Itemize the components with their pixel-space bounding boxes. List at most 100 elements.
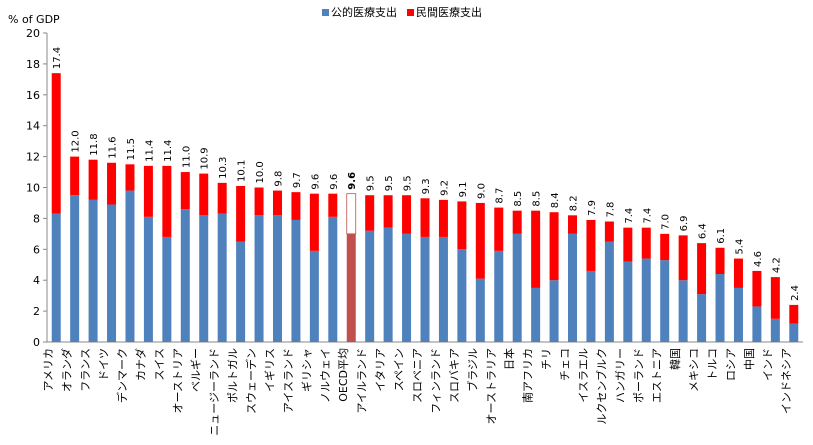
bar-private (199, 173, 209, 216)
bar-private (125, 164, 135, 191)
bar-value-label: 6.4 (698, 223, 709, 239)
x-category-label: フランス (79, 348, 92, 392)
y-tick-label: 6 (33, 243, 40, 256)
bar-private (291, 192, 301, 220)
bar-private (531, 210, 541, 288)
bar-value-label: 8.5 (513, 191, 524, 207)
bar-value-label: 17.4 (52, 47, 63, 69)
y-tick-label: 0 (33, 336, 40, 349)
bar-public (107, 204, 117, 342)
x-category-label: 日本 (502, 348, 516, 370)
bar-private (475, 202, 485, 279)
bar-public (623, 261, 633, 342)
bar-private (88, 159, 98, 200)
x-category-label: ベルギー (190, 348, 203, 392)
bar-public (604, 241, 614, 342)
x-category-label: チェコ (559, 348, 572, 381)
bar-value-label: 11.0 (181, 146, 192, 168)
bar-private (641, 227, 651, 259)
bar-private (107, 162, 117, 205)
x-category-label: アメリカ (42, 348, 55, 391)
y-tick-label: 4 (33, 274, 40, 287)
bar-private (143, 165, 153, 217)
bar-public (309, 250, 319, 342)
bar-public (512, 233, 522, 342)
bar-public (475, 278, 485, 342)
bar-public (641, 258, 651, 342)
bar-private (770, 277, 780, 319)
x-category-label: スロバキア (448, 348, 461, 403)
x-category-label: オランダ (60, 348, 74, 392)
bar-value-label: 11.6 (108, 137, 119, 159)
x-category-label: ニュージーランド (208, 348, 221, 436)
x-category-label: フィンランド (429, 348, 442, 414)
x-category-label: メキシコ (688, 348, 701, 392)
y-tick-label: 14 (26, 120, 40, 133)
x-category-label: カナダ (133, 348, 147, 381)
bar-value-label: 9.6 (329, 174, 340, 190)
bar-public (660, 260, 670, 342)
bar-private (586, 219, 596, 271)
bar-value-label: 7.4 (642, 208, 653, 224)
bar-public (125, 190, 135, 342)
y-tick-label: 16 (26, 89, 40, 102)
bar-value-label: 5.4 (734, 239, 745, 255)
bar-public (88, 199, 98, 342)
bar-private (236, 185, 246, 242)
legend-item-private: 民間医療支出 (407, 4, 482, 20)
bar-private (70, 156, 80, 196)
bar-value-label: 9.5 (366, 175, 377, 191)
bar-value-label: 9.8 (273, 171, 284, 187)
bar-private (752, 270, 762, 307)
x-category-label: ドイツ (98, 348, 111, 381)
x-category-label: ギリシャ (300, 348, 313, 392)
bar-public (70, 195, 80, 342)
bar-public (180, 209, 190, 342)
bar-value-label: 10.3 (218, 157, 229, 179)
x-category-label: オーストラリア (485, 348, 498, 424)
bar-value-label: 10.0 (255, 161, 266, 183)
x-category-label: エストニア (651, 348, 664, 403)
bar-private (457, 201, 467, 250)
bar-value-label: 11.8 (89, 133, 100, 155)
bar-private (162, 165, 172, 237)
x-category-label: アイスランド (282, 348, 295, 413)
bar-public (586, 270, 596, 342)
bar-public (549, 280, 559, 342)
bar-public (402, 233, 412, 342)
bar-value-label: 9.5 (403, 175, 414, 191)
bar-private (51, 73, 61, 214)
bar-public (457, 249, 467, 342)
bar-public (236, 241, 246, 342)
bar-private (402, 195, 412, 234)
bar-public (752, 306, 762, 342)
bar-private (623, 227, 633, 262)
y-tick-label: 20 (26, 27, 40, 40)
bar-public (328, 216, 338, 342)
bar-public (733, 287, 743, 342)
bar-value-label: 9.1 (458, 181, 469, 197)
bar-value-label: 9.5 (384, 175, 395, 191)
bar-private (660, 233, 670, 261)
x-category-label: ノルウェイ (319, 348, 332, 403)
bar-private (697, 243, 707, 295)
bar-public (199, 215, 209, 342)
bar-value-label: 7.8 (605, 202, 616, 218)
y-axis-title: % of GDP (8, 13, 60, 26)
legend-label-public: 公的医療支出 (331, 6, 397, 19)
x-category-label: デンマーク (115, 348, 129, 403)
bar-public (217, 213, 227, 342)
x-category-label: ルクセンブルク (594, 348, 608, 425)
y-tick-label: 12 (26, 151, 40, 164)
bar-oecd-private (346, 193, 357, 235)
bar-public (494, 250, 504, 342)
legend-item-public: 公的医療支出 (322, 4, 397, 20)
x-category-label: 韓国 (669, 348, 682, 370)
bar-value-label: 6.1 (716, 228, 727, 244)
bar-value-label: 9.0 (476, 183, 487, 199)
x-category-label: インド (761, 348, 774, 381)
bar-private (549, 212, 559, 281)
bar-value-label: 7.4 (624, 208, 635, 224)
bar-public (51, 213, 61, 342)
